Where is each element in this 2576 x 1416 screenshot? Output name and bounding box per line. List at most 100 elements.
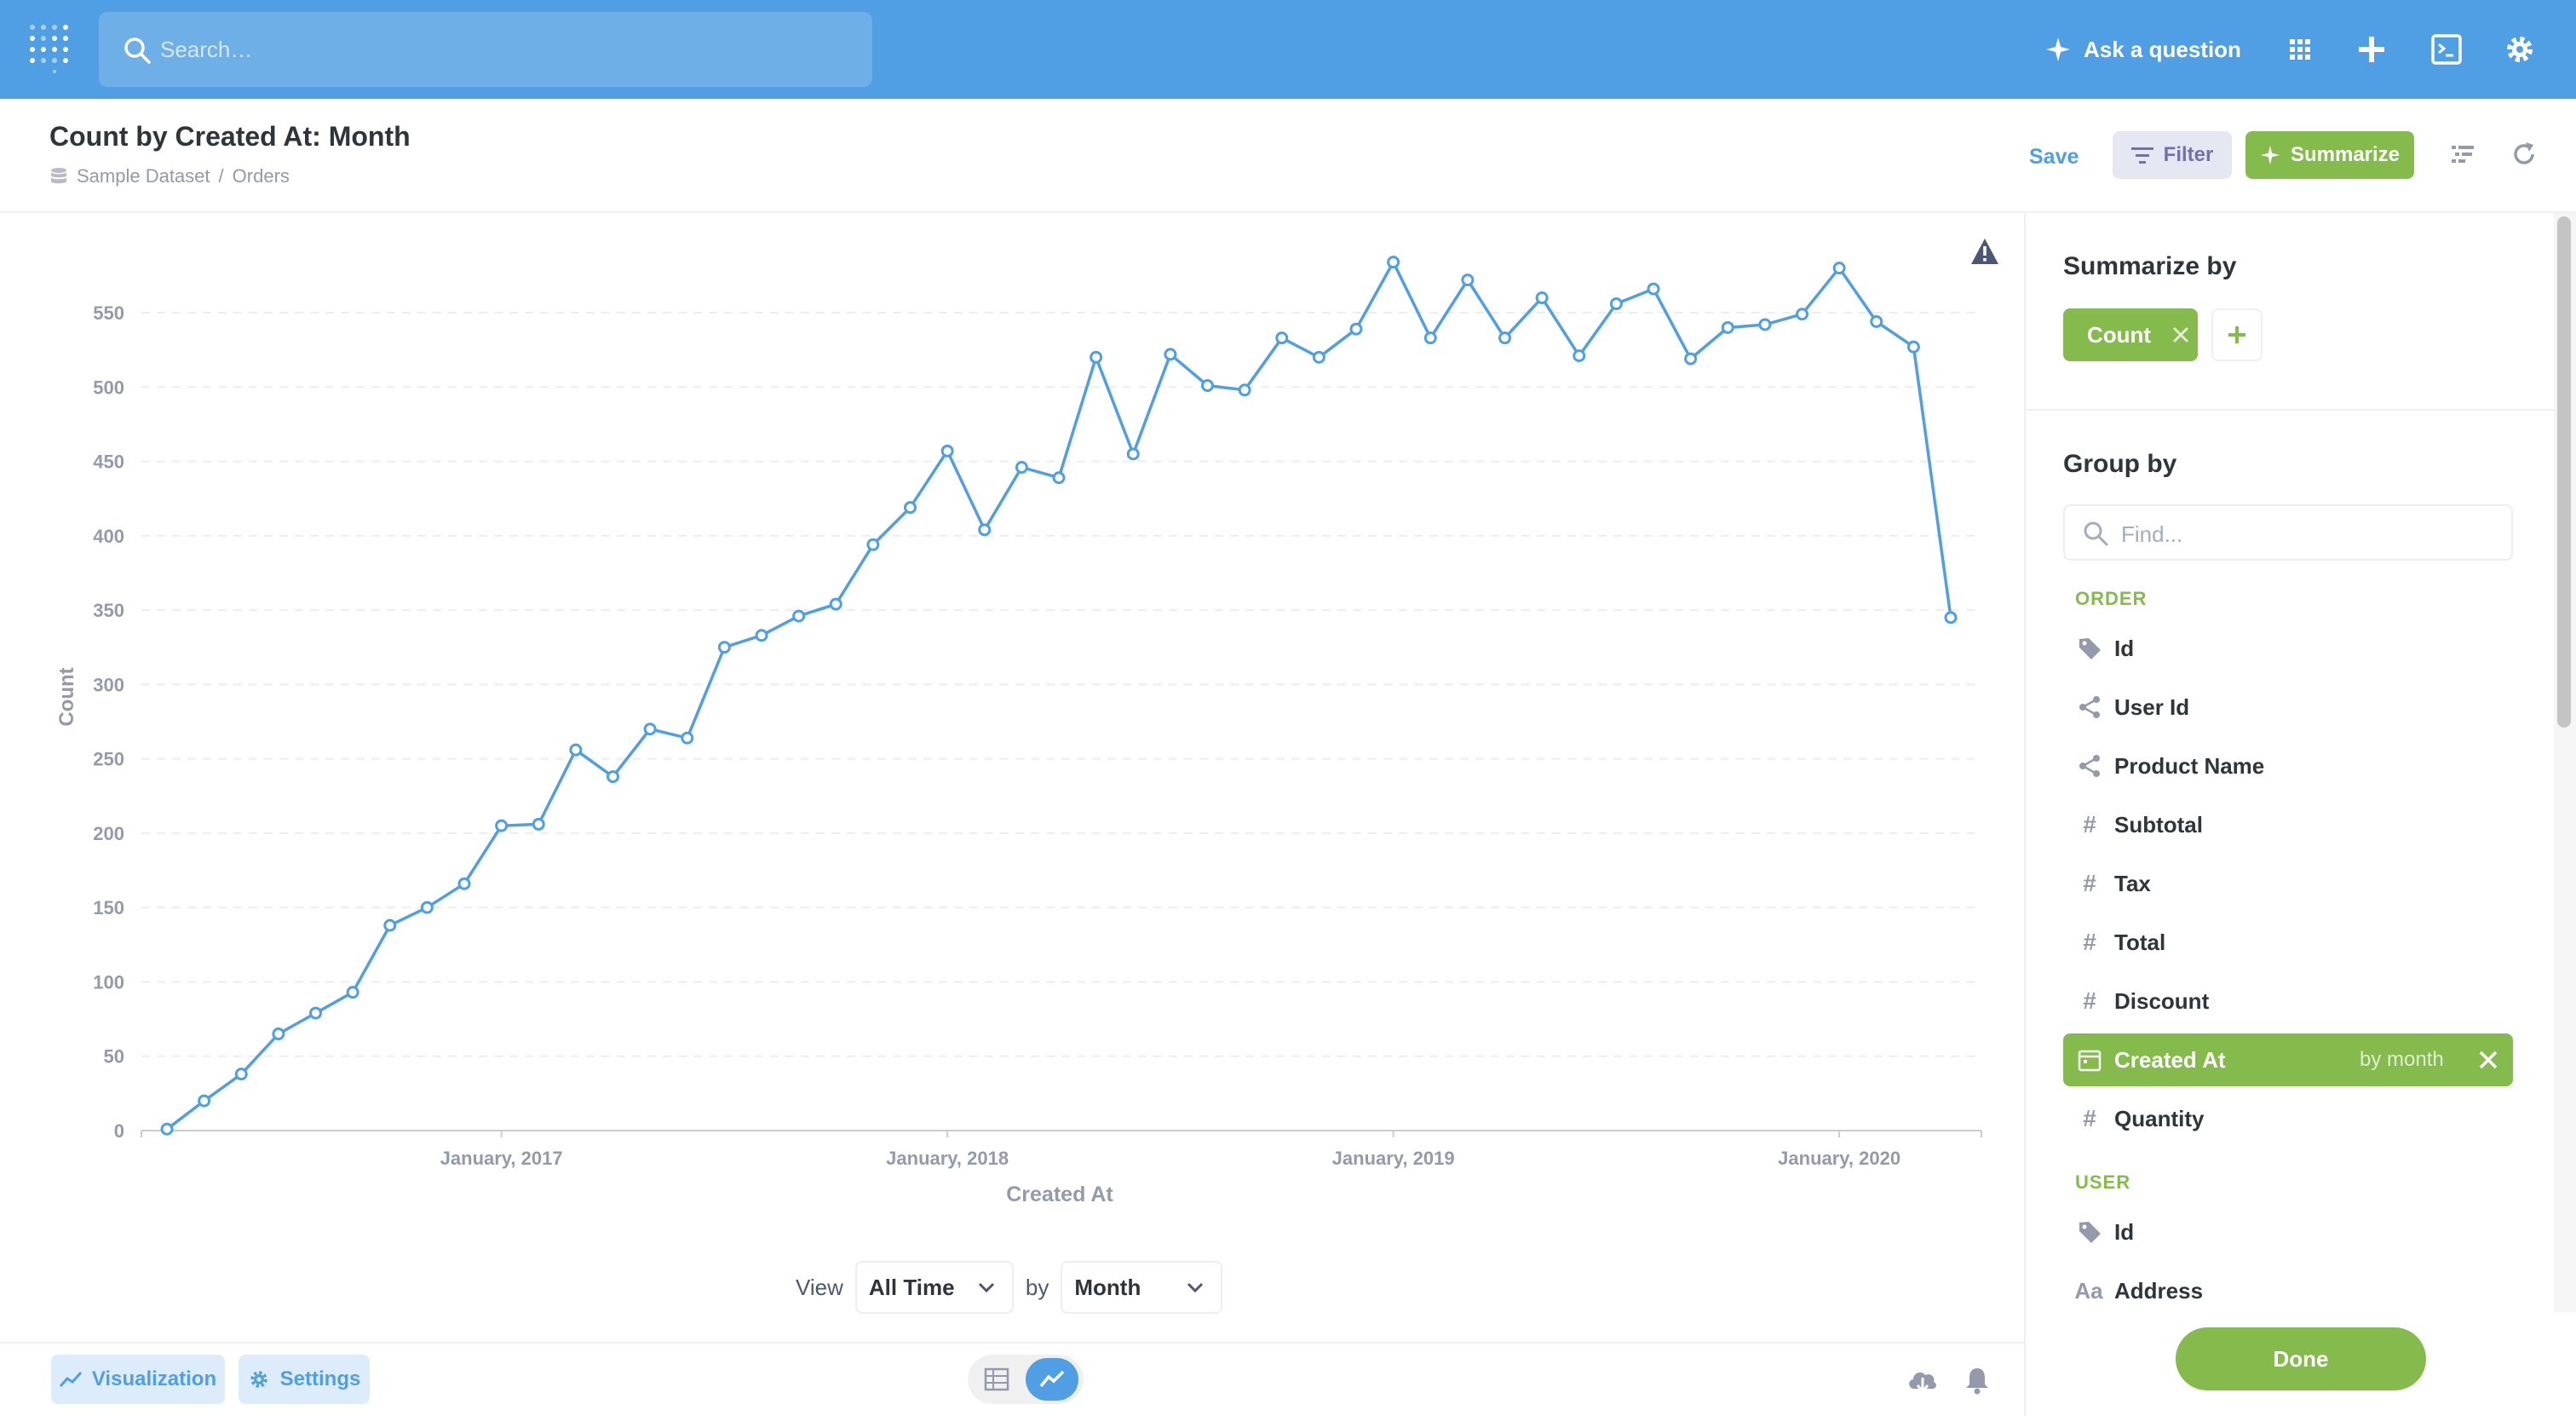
data-point[interactable] — [1721, 320, 1734, 334]
sidebar-divider — [2026, 409, 2554, 411]
data-point[interactable] — [1609, 297, 1623, 311]
data-point[interactable] — [607, 770, 619, 784]
data-point[interactable] — [1164, 348, 1177, 361]
data-point[interactable] — [1201, 379, 1214, 393]
field-label: Quantity — [2114, 1105, 2205, 1131]
table-icon[interactable] — [983, 1366, 1010, 1393]
data-point[interactable] — [1238, 383, 1251, 397]
data-point[interactable] — [234, 1068, 248, 1081]
field-order-id[interactable]: Id — [2063, 622, 2513, 675]
logo-icon[interactable] — [27, 22, 72, 73]
plus-icon[interactable] — [2355, 32, 2389, 66]
data-point[interactable] — [1052, 471, 1066, 485]
data-point[interactable] — [198, 1094, 211, 1108]
data-point[interactable] — [1275, 331, 1289, 345]
data-point[interactable] — [643, 722, 657, 736]
data-point[interactable] — [1758, 318, 1772, 331]
binning-label[interactable]: by month — [2360, 1048, 2444, 1071]
close-icon[interactable] — [2477, 1049, 2499, 1071]
field-quantity[interactable]: # Quantity — [2063, 1092, 2513, 1145]
data-point[interactable] — [383, 918, 397, 932]
filter-button[interactable]: Filter — [2113, 131, 2232, 179]
summarize-button[interactable]: Summarize — [2245, 131, 2414, 179]
data-point[interactable] — [681, 731, 694, 745]
metric-count-pill[interactable]: Count — [2063, 308, 2198, 361]
done-button[interactable]: Done — [2176, 1327, 2426, 1390]
field-address[interactable]: Aa Address — [2063, 1264, 2513, 1317]
find-field-input[interactable]: Find... — [2063, 504, 2513, 561]
breadcrumb-database[interactable]: Sample Dataset — [77, 165, 210, 187]
data-point[interactable] — [309, 1006, 322, 1020]
data-point[interactable] — [940, 444, 954, 458]
gear-icon[interactable] — [2503, 32, 2537, 66]
data-point[interactable] — [904, 501, 917, 515]
data-point[interactable] — [1796, 308, 1808, 321]
settings-button[interactable]: Settings — [239, 1355, 370, 1404]
data-point[interactable] — [1387, 256, 1400, 269]
data-point[interactable] — [1906, 340, 1920, 354]
field-created-at-selected[interactable]: Created At by month — [2063, 1033, 2513, 1086]
data-point[interactable] — [1944, 611, 1958, 625]
data-point[interactable] — [1870, 314, 1883, 328]
data-point[interactable] — [1535, 291, 1549, 305]
visualization-button[interactable]: Visualization — [51, 1355, 225, 1404]
data-point[interactable] — [1461, 273, 1475, 287]
time-unit-select[interactable]: Month — [1061, 1261, 1223, 1314]
field-total[interactable]: # Total — [2063, 916, 2513, 969]
data-point[interactable] — [717, 641, 731, 654]
refresh-icon[interactable] — [2510, 140, 2539, 169]
data-point[interactable] — [866, 538, 880, 551]
time-range-select[interactable]: All Time — [854, 1261, 1014, 1314]
data-point[interactable] — [1126, 447, 1140, 461]
line-chart-icon — [1039, 1370, 1065, 1388]
data-point[interactable] — [1423, 331, 1437, 345]
data-point[interactable] — [457, 877, 471, 890]
data-point[interactable] — [1312, 350, 1325, 364]
data-point[interactable] — [1015, 461, 1028, 475]
sidebar-scrollbar[interactable] — [2554, 213, 2576, 1312]
data-point[interactable] — [420, 901, 434, 914]
data-point[interactable] — [346, 986, 359, 999]
breadcrumb-table[interactable]: Orders — [232, 165, 290, 187]
search-icon — [124, 37, 151, 64]
data-point[interactable] — [495, 819, 509, 832]
field-user-id-pk[interactable]: Id — [2063, 1206, 2513, 1258]
field-user-id[interactable]: User Id — [2063, 681, 2513, 734]
bell-icon[interactable] — [1961, 1365, 1993, 1396]
data-point[interactable] — [1832, 262, 1846, 275]
page-title: Count by Created At: Month — [49, 121, 411, 152]
download-icon[interactable] — [1906, 1365, 1939, 1396]
data-point[interactable] — [1573, 349, 1586, 363]
warning-icon[interactable] — [1969, 237, 2000, 266]
data-point[interactable] — [532, 817, 545, 831]
sql-icon[interactable] — [2429, 32, 2464, 66]
data-point[interactable] — [272, 1027, 285, 1041]
add-metric-button[interactable] — [2211, 308, 2263, 361]
ask-question-button[interactable]: Ask a question — [2044, 32, 2241, 66]
notebook-icon[interactable] — [2448, 140, 2477, 169]
data-point[interactable] — [160, 1122, 174, 1136]
chart-toggle-active[interactable] — [1026, 1358, 1078, 1401]
close-icon[interactable] — [2171, 325, 2190, 344]
grid-icon[interactable] — [2283, 32, 2317, 66]
field-discount[interactable]: # Discount — [2063, 975, 2513, 1027]
data-point[interactable] — [569, 743, 583, 757]
data-point[interactable] — [829, 597, 842, 611]
field-subtotal[interactable]: # Subtotal — [2063, 798, 2513, 851]
field-tax[interactable]: # Tax — [2063, 857, 2513, 910]
data-point[interactable] — [755, 629, 768, 642]
data-point[interactable] — [1684, 352, 1698, 366]
field-product-name[interactable]: Product Name — [2063, 740, 2513, 792]
data-point[interactable] — [1349, 322, 1363, 336]
breadcrumb-separator: / — [218, 165, 224, 187]
data-point[interactable] — [792, 609, 806, 623]
data-point[interactable] — [1090, 350, 1103, 364]
data-point[interactable] — [1498, 331, 1511, 345]
scrollbar-thumb[interactable] — [2557, 216, 2571, 728]
chevron-down-icon — [1187, 1282, 1204, 1293]
number-icon: # — [2083, 987, 2096, 1014]
search-bar[interactable]: Search… — [99, 12, 872, 87]
data-point[interactable] — [1647, 282, 1660, 296]
data-point[interactable] — [978, 523, 992, 537]
save-button[interactable]: Save — [2029, 145, 2079, 169]
